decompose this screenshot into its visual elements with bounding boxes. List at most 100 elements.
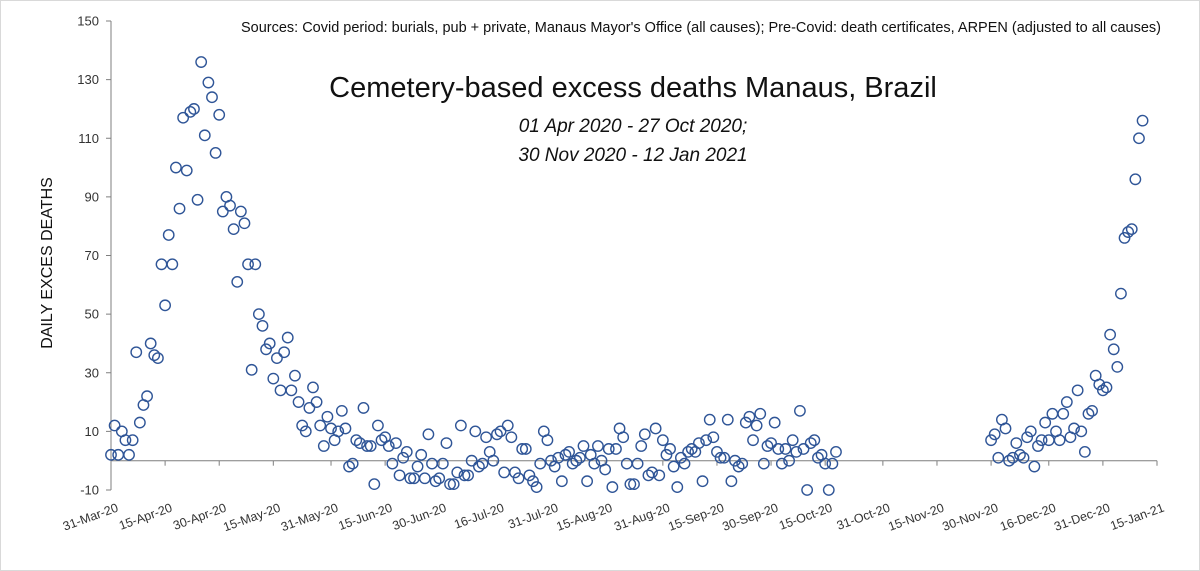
- data-point: [105, 448, 117, 461]
- data-point: [267, 372, 280, 385]
- data-point: [541, 434, 554, 447]
- data-point: [729, 454, 741, 467]
- data-point: [126, 434, 139, 447]
- data-point: [144, 337, 157, 350]
- x-tick-label: 30-Jun-20: [391, 501, 449, 533]
- data-point: [703, 413, 716, 426]
- x-tick-label: 31-Jul-20: [506, 501, 560, 532]
- data-point: [790, 445, 803, 458]
- data-point: [209, 147, 222, 159]
- data-point: [1053, 434, 1066, 447]
- data-point: [794, 404, 806, 417]
- data-point: [234, 205, 247, 218]
- data-point: [224, 199, 236, 212]
- data-point: [303, 402, 316, 414]
- data-point: [617, 431, 630, 444]
- y-tick-label: 150: [77, 14, 99, 29]
- data-point: [552, 451, 565, 464]
- data-point: [1003, 454, 1016, 467]
- data-point: [985, 434, 997, 447]
- data-point: [350, 434, 363, 447]
- data-point: [1129, 173, 1142, 186]
- data-point: [1042, 434, 1055, 447]
- data-point: [382, 440, 395, 452]
- data-point: [700, 434, 713, 447]
- data-point: [674, 451, 687, 464]
- data-point: [155, 258, 168, 271]
- x-tick-label: 31-Oct-20: [835, 501, 892, 533]
- data-point: [563, 445, 575, 458]
- data-point: [1060, 396, 1073, 408]
- data-point: [693, 437, 705, 449]
- data-point: [206, 91, 218, 104]
- data-point: [812, 451, 824, 464]
- data-point: [786, 434, 799, 447]
- data-point: [1078, 445, 1091, 458]
- data-point: [707, 431, 720, 444]
- data-point: [123, 448, 135, 461]
- data-point: [783, 454, 795, 467]
- data-point: [826, 457, 839, 470]
- data-point: [397, 451, 410, 464]
- data-point: [1082, 407, 1095, 420]
- data-point: [1014, 448, 1026, 461]
- data-point: [191, 193, 204, 206]
- data-point: [310, 396, 323, 408]
- data-point: [1122, 226, 1135, 238]
- data-point: [570, 454, 583, 467]
- data-point: [1068, 422, 1080, 435]
- data-point: [519, 443, 532, 455]
- data-point: [505, 431, 518, 444]
- data-point: [628, 478, 640, 491]
- data-point: [610, 443, 622, 455]
- data-point: [256, 319, 269, 332]
- x-tick-label: 31-Mar-20: [61, 501, 120, 534]
- data-point: [249, 258, 262, 271]
- data-point: [422, 428, 435, 441]
- data-point: [1115, 287, 1127, 300]
- data-point: [202, 76, 215, 89]
- data-point: [1010, 437, 1023, 449]
- y-tick-label: -10: [80, 483, 99, 498]
- data-point: [346, 457, 359, 470]
- data-point: [577, 440, 590, 452]
- data-point: [1136, 114, 1149, 127]
- data-point: [656, 434, 669, 447]
- data-point: [750, 419, 763, 432]
- data-point: [772, 443, 785, 455]
- data-point: [426, 457, 438, 470]
- data-point: [1100, 381, 1113, 394]
- y-tick-label: 10: [85, 424, 99, 439]
- data-point: [714, 451, 727, 464]
- data-point: [498, 466, 511, 479]
- data-point: [148, 349, 161, 362]
- data-point: [314, 419, 327, 432]
- chart-subtitle-line-2: 30 Nov 2020 - 12 Jan 2021: [518, 145, 747, 166]
- data-point: [292, 396, 305, 408]
- data-point: [566, 457, 579, 470]
- data-point: [180, 164, 193, 177]
- data-point: [527, 475, 539, 488]
- data-point: [765, 437, 777, 449]
- data-point: [317, 440, 330, 452]
- data-point: [530, 481, 543, 493]
- data-point: [667, 460, 680, 473]
- data-point: [263, 337, 276, 350]
- data-point: [162, 229, 175, 241]
- data-point: [1075, 425, 1088, 438]
- data-point: [671, 481, 684, 493]
- data-point: [599, 463, 612, 476]
- data-point: [797, 443, 810, 455]
- data-point: [332, 425, 345, 438]
- x-tick-label: 30-Sep-20: [720, 501, 780, 534]
- data-point: [299, 425, 312, 438]
- data-point: [151, 352, 164, 364]
- x-tick-label: 15-Apr-20: [117, 501, 174, 533]
- data-point: [375, 434, 388, 447]
- data-point: [761, 440, 774, 452]
- data-point: [754, 407, 767, 420]
- data-point: [339, 422, 352, 435]
- data-point: [335, 404, 348, 417]
- data-point: [534, 457, 547, 470]
- data-point: [509, 466, 521, 479]
